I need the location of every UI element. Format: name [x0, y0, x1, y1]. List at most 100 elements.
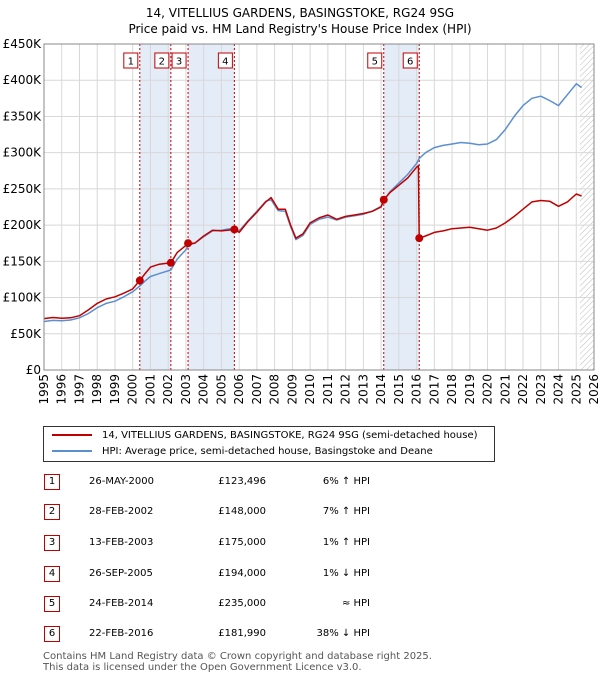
sale-price: £181,990: [218, 628, 266, 639]
x-tick-label: 2017: [427, 374, 441, 405]
x-tick-label: 2015: [392, 374, 406, 405]
x-tick-label: 2003: [179, 374, 193, 405]
sale-date: 22-FEB-2016: [89, 628, 154, 639]
footer-copyright: Contains HM Land Registry data © Crown c…: [43, 651, 432, 662]
sale-hpi-diff: 1% ↓ HPI: [322, 568, 370, 579]
legend-label-hpi: HPI: Average price, semi-detached house,…: [102, 446, 433, 457]
sale-date: 26-SEP-2005: [89, 568, 153, 579]
sale-number-badge: 2: [44, 504, 60, 520]
price-chart: £0 £50K £100K £150K £200K £250K £300K £350K £400…: [3, 37, 600, 405]
legend: 14, VITELLIUS GARDENS, BASINGSTOKE, RG24…: [43, 426, 495, 462]
y-tick-label: £100K: [3, 291, 43, 305]
sale-number-box: [367, 52, 383, 69]
x-tick-label: 1998: [90, 374, 104, 405]
sale-period-band: [188, 44, 235, 370]
x-tick-label: 2022: [516, 374, 530, 405]
y-tick-label: £200K: [3, 218, 43, 232]
sale-number-box: [154, 52, 170, 69]
sale-number-badge: 3: [44, 535, 60, 551]
sale-hpi-diff: 7% ↑ HPI: [322, 506, 370, 517]
sale-number-label: 3: [176, 57, 182, 68]
y-tick-label: £400K: [3, 73, 43, 87]
x-tick-label: 2014: [374, 374, 388, 405]
x-tick-label: 2018: [445, 374, 459, 405]
table-row: 1 26-MAY-2000 £123,496 6% ↑ HPI: [42, 472, 502, 492]
legend-item-hpi: HPI: Average price, semi-detached house,…: [52, 444, 433, 460]
y-tick-label: £450K: [3, 37, 43, 51]
chart-subtitle: Price paid vs. HM Land Registry's House …: [128, 22, 472, 36]
sale-price: £175,000: [218, 537, 266, 548]
x-tick-label: 1995: [37, 374, 51, 405]
sale-point: [135, 276, 144, 285]
x-tick-label: 2024: [552, 374, 566, 405]
table-row: 6 22-FEB-2016 £181,990 38% ↓ HPI: [42, 624, 502, 644]
y-tick-label: £0: [26, 363, 41, 377]
sale-number-badge: 4: [44, 566, 60, 582]
sale-date: 13-FEB-2003: [89, 537, 154, 548]
sale-price: £148,000: [218, 506, 266, 517]
sale-point: [184, 239, 193, 248]
table-row: 2 28-FEB-2002 £148,000 7% ↑ HPI: [42, 502, 502, 522]
table-row: 4 26-SEP-2005 £194,000 1% ↓ HPI: [42, 564, 502, 584]
sale-period-band: [383, 44, 420, 370]
sale-number-box: [123, 52, 139, 69]
sale-number-label: 2: [159, 57, 165, 68]
chart-title: 14, VITELLIUS GARDENS, BASINGSTOKE, RG24…: [145, 6, 455, 20]
sale-number-badge: 6: [44, 626, 60, 642]
plot-frame: [43, 43, 595, 371]
sale-number-box: [171, 52, 187, 69]
x-tick-label: 2009: [285, 374, 299, 405]
x-tick-label: 2025: [569, 374, 583, 405]
sale-price: £194,000: [218, 568, 266, 579]
x-tick-label: 2011: [321, 374, 335, 405]
sale-point: [379, 195, 388, 204]
sale-hpi-diff: 1% ↑ HPI: [322, 537, 370, 548]
x-tick-label: 2016: [410, 374, 424, 405]
x-tick-label: 2026: [587, 374, 600, 405]
sale-number-label: 4: [222, 57, 228, 68]
x-tick-label: 2019: [463, 374, 477, 405]
sale-number-label: 1: [128, 57, 134, 68]
x-tick-label: 2021: [498, 374, 512, 405]
sale-date: 28-FEB-2002: [89, 506, 154, 517]
sale-price: £123,496: [218, 476, 266, 487]
x-tick-label: 2008: [268, 374, 282, 405]
sale-hpi-diff: ≈ HPI: [341, 598, 370, 609]
x-tick-label: 2007: [250, 374, 264, 405]
x-tick-label: 2012: [339, 374, 353, 405]
sale-date: 24-FEB-2014: [89, 598, 154, 609]
legend-line-blue: [52, 450, 92, 452]
sale-number-label: 6: [407, 57, 413, 68]
legend-label-property: 14, VITELLIUS GARDENS, BASINGSTOKE, RG24…: [102, 430, 478, 441]
sale-hpi-diff: 38% ↓ HPI: [316, 628, 370, 639]
y-tick-label: £50K: [10, 327, 42, 341]
sale-number-box: [217, 52, 233, 69]
sale-number-label: 5: [372, 57, 378, 68]
hpi-line: [43, 83, 583, 323]
y-tick-label: £250K: [3, 182, 43, 196]
sale-date: 26-MAY-2000: [89, 476, 155, 487]
x-tick-label: 2001: [143, 374, 157, 405]
x-tick-label: 2013: [356, 374, 370, 405]
sale-price: £235,000: [218, 598, 266, 609]
sale-number-badge: 5: [44, 596, 60, 612]
table-row: 3 13-FEB-2003 £175,000 1% ↑ HPI: [42, 533, 502, 553]
forecast-hatch: [579, 44, 594, 370]
plot-area: [44, 44, 594, 370]
sale-number-badge: 1: [44, 474, 60, 490]
footer-license: This data is licensed under the Open Gov…: [43, 662, 362, 673]
x-tick-label: 2004: [197, 374, 211, 405]
sale-hpi-diff: 6% ↑ HPI: [322, 476, 370, 487]
x-tick-label: 1996: [55, 374, 69, 405]
x-tick-label: 1997: [72, 374, 86, 405]
x-tick-label: 2005: [214, 374, 228, 405]
table-row: 5 24-FEB-2014 £235,000 ≈ HPI: [42, 594, 502, 614]
x-tick-label: 2000: [126, 374, 140, 405]
x-tick-label: 2006: [232, 374, 246, 405]
sale-point: [166, 258, 175, 267]
sale-point: [230, 225, 239, 234]
sale-point: [415, 234, 424, 243]
x-tick-label: 2023: [534, 374, 548, 405]
x-tick-label: 2002: [161, 374, 175, 405]
legend-line-red: [52, 434, 92, 436]
